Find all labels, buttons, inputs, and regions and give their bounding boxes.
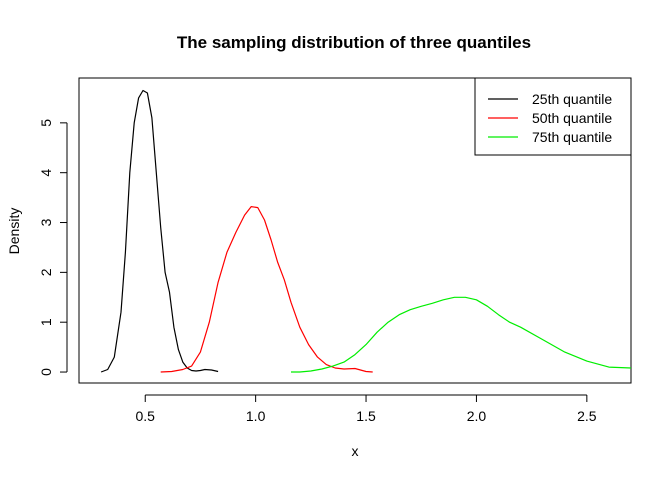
y-tick-label: 0 bbox=[38, 368, 54, 376]
y-tick-label: 4 bbox=[38, 169, 54, 177]
legend-label: 25th quantile bbox=[532, 91, 612, 107]
x-axis: 0.5 1.0 1.5 2.0 2.5 bbox=[136, 394, 597, 424]
x-tick-label: 2.5 bbox=[577, 408, 597, 424]
series-layer bbox=[100, 89, 631, 373]
legend-label: 75th quantile bbox=[532, 129, 612, 145]
series-line-1 bbox=[100, 89, 219, 373]
series-line-2 bbox=[160, 206, 373, 373]
x-tick-label: 0.5 bbox=[136, 408, 156, 424]
x-tick-label: 1.0 bbox=[246, 408, 266, 424]
x-axis-label: x bbox=[352, 443, 359, 459]
plot-frame bbox=[78, 77, 632, 384]
legend: 25th quantile 50th quantile 75th quantile bbox=[474, 77, 632, 156]
y-tick-label: 2 bbox=[38, 268, 54, 276]
legend-box bbox=[474, 77, 632, 156]
y-axis-label: Density bbox=[6, 208, 22, 255]
y-axis: 0 1 2 3 4 5 bbox=[38, 119, 68, 376]
x-tick-label: 2.0 bbox=[467, 408, 487, 424]
x-tick-label: 1.5 bbox=[356, 408, 376, 424]
legend-label: 50th quantile bbox=[532, 110, 612, 126]
chart-title: The sampling distribution of three quant… bbox=[177, 33, 531, 52]
series-line-3 bbox=[291, 296, 631, 373]
y-tick-label: 3 bbox=[38, 218, 54, 226]
y-tick-label: 1 bbox=[38, 318, 54, 326]
y-tick-label: 5 bbox=[38, 119, 54, 127]
